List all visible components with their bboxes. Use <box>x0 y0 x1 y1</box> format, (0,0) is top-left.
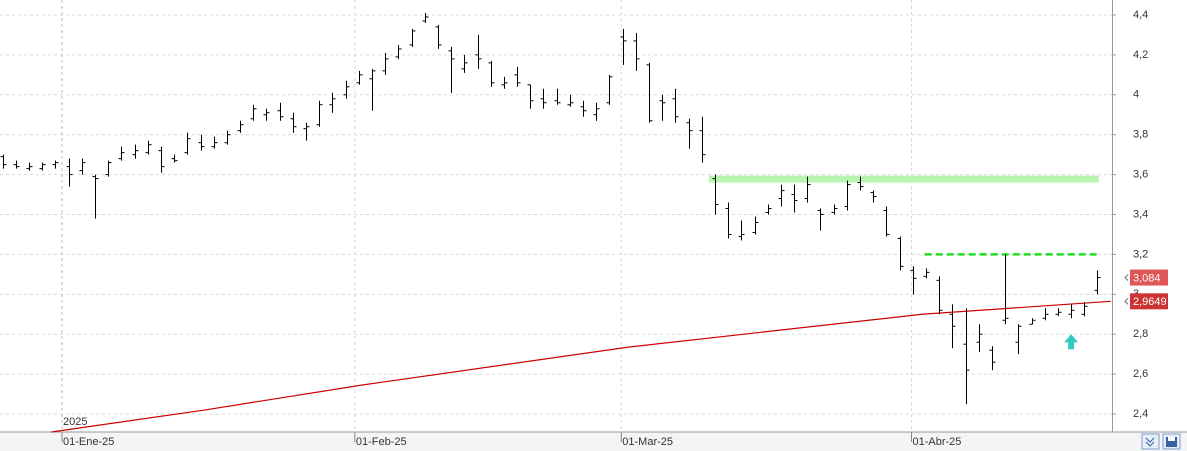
y-tick-label: 3,4 <box>1133 208 1148 220</box>
x-tick-label: 01-Abr-25 <box>912 436 961 448</box>
signal-arrow <box>1064 334 1079 350</box>
moving-average-line <box>51 300 1111 433</box>
last-value-box <box>1130 269 1168 286</box>
y-tick-label: 2,4 <box>1133 408 1148 420</box>
resistance-band <box>709 175 1099 183</box>
y-tick-label: 4,2 <box>1133 49 1148 61</box>
last-value-label: 2,9649 <box>1133 296 1167 308</box>
y-tick-label: 4 <box>1133 89 1139 101</box>
plot: 2,42,62,833,23,43,63,844,24,401-Ene-2501… <box>0 0 1168 448</box>
y-tick-label: 2,8 <box>1133 328 1148 340</box>
save-icon-label <box>1168 437 1175 441</box>
year-label: 2025 <box>63 416 87 428</box>
y-tick-label: 3,2 <box>1133 248 1148 260</box>
zoom-icon <box>1145 437 1155 447</box>
save-icon <box>1166 437 1177 447</box>
y-tick-label: 4,4 <box>1133 9 1148 21</box>
y-tick-label: 3,8 <box>1133 129 1148 141</box>
last-value-box <box>1130 293 1168 310</box>
y-tick-label: 3,6 <box>1133 169 1148 181</box>
last-value-pointer <box>1124 274 1129 281</box>
x-tick-label: 01-Feb-25 <box>356 436 407 448</box>
last-value-pointer <box>1124 297 1129 305</box>
y-tick-label: 2,6 <box>1133 368 1148 380</box>
x-tick-label: 01-Ene-25 <box>63 436 114 448</box>
x-tick-label: 01-Mar-25 <box>622 436 673 448</box>
last-value-label: 3,084 <box>1133 272 1161 284</box>
x-axis-strip <box>0 432 1187 451</box>
